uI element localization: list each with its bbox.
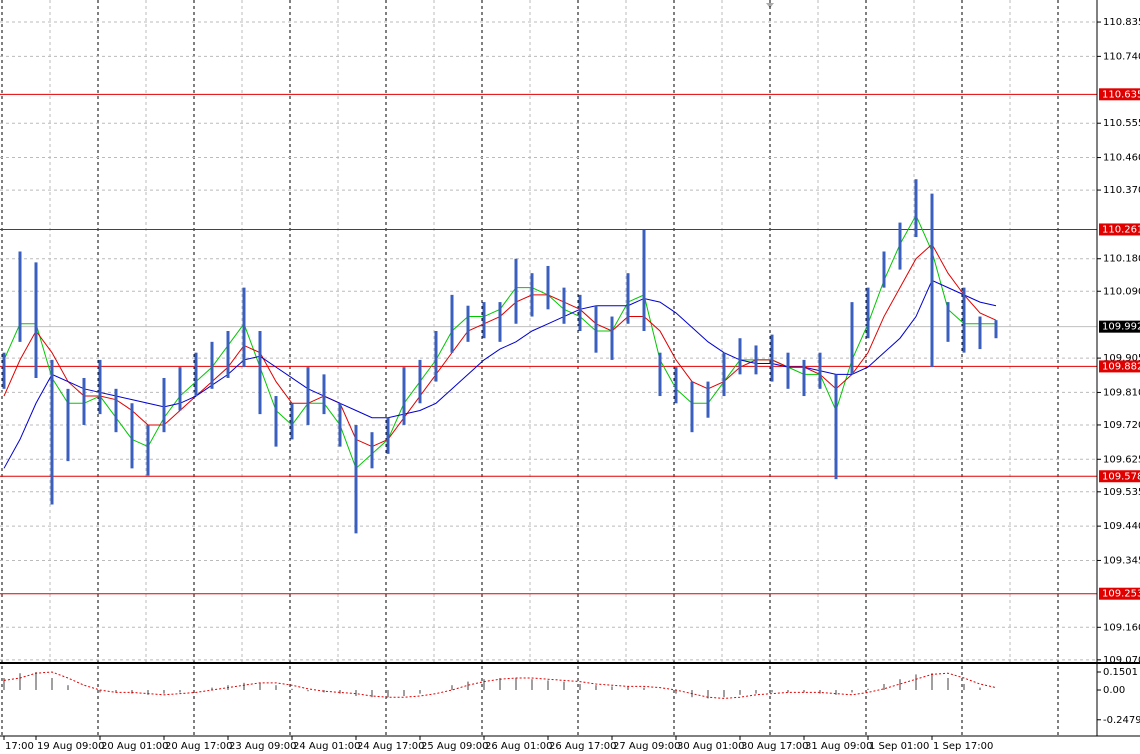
y-tick-label: 110.740 [1103,51,1140,62]
level-label: 109.882 [1102,361,1140,372]
x-tick-label: 26 Aug 17:00 [549,741,616,752]
x-tick-label: 25 Aug 09:00 [421,741,488,752]
x-tick-label: 26 Aug 01:00 [485,741,552,752]
y-tick-label: 110.370 [1103,185,1140,196]
level-label: 109.253 [1102,589,1140,600]
x-tick-label: 23 Aug 09:00 [229,741,296,752]
osc-y-tick-label: -0.2479 [1103,715,1140,726]
x-tick-label: 1 Sep 01:00 [869,741,929,752]
x-tick-label: 24 Aug 01:00 [293,741,360,752]
y-tick-label: 110.090 [1103,286,1140,297]
level-label-box [1099,223,1140,236]
y-tick-label: 109.535 [1103,487,1140,498]
moving-average [3,279,997,469]
x-tick-label: 24 Aug 17:00 [357,741,424,752]
x-tick-label: 20 Aug 01:00 [101,741,168,752]
x-tick-label: 27 Aug 09:00 [613,741,680,752]
osc-y-tick-label: 0.00 [1103,685,1125,696]
level-label: 110.261 [1102,224,1140,235]
x-tick-label: 1 Sep 17:00 [933,741,993,752]
y-tick-label: 109.345 [1103,555,1140,566]
osc-y-tick-label: 0.1501 [1103,667,1138,678]
x-tick-label: 30 Aug 17:00 [741,741,808,752]
x-tick-label: 30 Aug 01:00 [677,741,744,752]
y-tick-label: 109.160 [1103,622,1140,633]
y-tick-label: 109.070 [1103,655,1140,666]
x-tick-label: 31 Aug 09:00 [805,741,872,752]
shift-marker [766,3,774,8]
y-tick-label: 109.625 [1103,454,1140,465]
y-tick-label: 109.810 [1103,387,1140,398]
level-label-box [1099,587,1140,600]
y-tick-label: 110.460 [1103,153,1140,164]
y-tick-label: 109.440 [1103,521,1140,532]
y-tick-label: 110.180 [1103,254,1140,265]
level-label-box [1099,470,1140,483]
last-price-box [1099,320,1140,333]
y-tick-label: 110.555 [1103,118,1140,129]
y-tick-label: 110.835 [1103,17,1140,28]
level-label-box [1099,88,1140,101]
level-label-box [1099,360,1140,373]
level-label: 110.635 [1102,89,1140,100]
osc-signal [3,671,997,699]
x-tick-label: 19 Aug 09:00 [37,741,104,752]
last-price-label: 109.992 [1102,322,1140,333]
y-tick-label: 109.905 [1103,353,1140,364]
y-tick-label: 109.720 [1103,420,1140,431]
level-label: 109.578 [1102,471,1140,482]
x-tick-label: 17:00 [5,741,34,752]
x-tick-label: 20 Aug 17:00 [165,741,232,752]
